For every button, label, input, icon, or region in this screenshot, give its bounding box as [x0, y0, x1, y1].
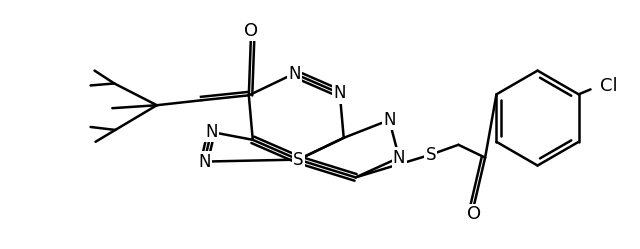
Text: N: N [393, 149, 405, 167]
Text: O: O [244, 22, 258, 40]
Text: N: N [205, 123, 218, 141]
Text: N: N [333, 84, 346, 102]
Text: O: O [467, 205, 481, 223]
Text: S: S [293, 151, 303, 169]
Text: S: S [426, 146, 436, 164]
Text: N: N [288, 64, 301, 83]
Text: N: N [383, 111, 396, 129]
Text: N: N [198, 153, 211, 171]
Text: Cl: Cl [600, 77, 618, 95]
